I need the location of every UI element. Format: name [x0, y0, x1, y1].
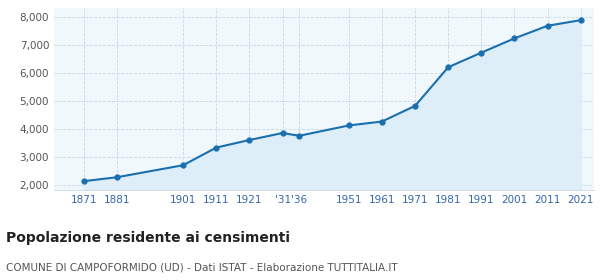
Text: Popolazione residente ai censimenti: Popolazione residente ai censimenti: [6, 231, 290, 245]
Text: COMUNE DI CAMPOFORMIDO (UD) - Dati ISTAT - Elaborazione TUTTITALIA.IT: COMUNE DI CAMPOFORMIDO (UD) - Dati ISTAT…: [6, 262, 398, 272]
